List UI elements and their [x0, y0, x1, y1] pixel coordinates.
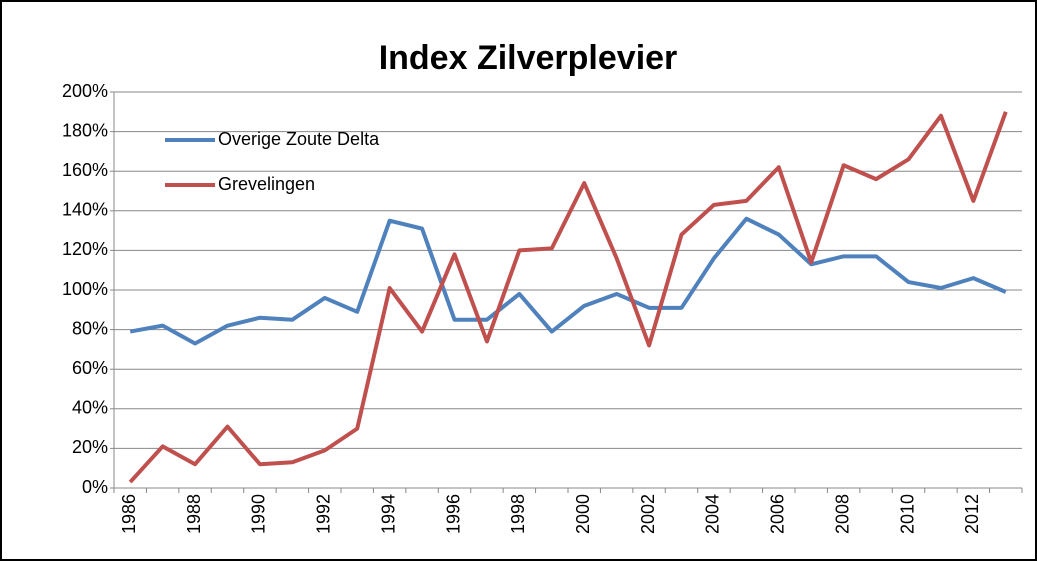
y-tick-label: 200%: [62, 81, 108, 101]
x-tick-label: 1996: [443, 494, 463, 534]
series-line: [129, 216, 1007, 346]
x-tick-label: 2000: [573, 494, 593, 534]
x-tick-label: 2002: [638, 494, 658, 534]
y-tick-label: 20%: [72, 437, 108, 457]
y-tick-label: 160%: [62, 160, 108, 180]
x-tick-label: 1998: [508, 494, 528, 534]
legend-label: Grevelingen: [218, 174, 315, 194]
y-tick-label: 60%: [72, 358, 108, 378]
y-tick-label: 0%: [82, 477, 108, 497]
chart-title: Index Zilverplevier: [379, 39, 678, 77]
x-tick-label: 2012: [962, 494, 982, 534]
x-tick-label: 2010: [897, 494, 917, 534]
y-tick-label: 100%: [62, 279, 108, 299]
x-tick-label: 1988: [184, 494, 204, 534]
x-tick-label: 2004: [703, 494, 723, 534]
x-tick-label: 2008: [832, 494, 852, 534]
x-tick-label: 1994: [378, 494, 398, 534]
x-tick-label: 2006: [768, 494, 788, 534]
legend-label: Overige Zoute Delta: [218, 129, 380, 149]
y-tick-label: 80%: [72, 318, 108, 338]
y-tick-label: 120%: [62, 239, 108, 259]
y-tick-label: 140%: [62, 200, 108, 220]
x-tick-label: 1986: [119, 494, 139, 534]
x-tick-label: 1990: [249, 494, 269, 534]
y-tick-label: 180%: [62, 120, 108, 140]
x-tick-label: 1992: [314, 494, 334, 534]
y-tick-label: 40%: [72, 398, 108, 418]
series-line: [128, 111, 1008, 484]
